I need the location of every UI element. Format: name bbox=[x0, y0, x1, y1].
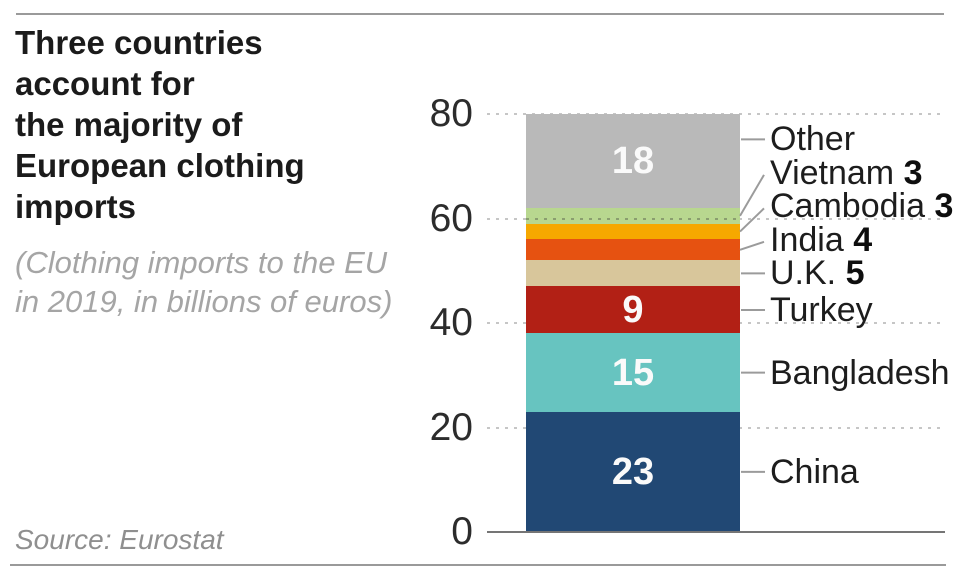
source-credit: Source: Eurostat bbox=[15, 524, 224, 555]
segment-label-name: India bbox=[770, 220, 844, 259]
title-line: European clothing bbox=[15, 147, 305, 184]
title-line: Three countries bbox=[15, 24, 263, 61]
segment-label-india: India 4 bbox=[770, 220, 872, 260]
bar-segment-bangladesh bbox=[526, 333, 740, 412]
segment-label-turkey: Turkey bbox=[770, 290, 873, 330]
segment-label-name: Vietnam bbox=[770, 153, 895, 192]
segment-label-bangladesh: Bangladesh bbox=[770, 353, 950, 393]
bar-segment-other bbox=[526, 114, 740, 209]
bar-segment-cambodia bbox=[526, 223, 740, 240]
segment-label-value: 5 bbox=[845, 254, 865, 293]
chart-title: Three countries account for the majority… bbox=[15, 22, 305, 227]
segment-label-china: China bbox=[770, 452, 859, 492]
bar-segment-china bbox=[526, 411, 740, 532]
segment-label-name: China bbox=[770, 452, 859, 491]
segment-label-value: 3 bbox=[903, 153, 923, 192]
bottom-rule bbox=[10, 564, 946, 566]
y-axis-tick-label: 40 bbox=[429, 301, 473, 344]
segment-label-uk: U.K. 5 bbox=[770, 253, 865, 293]
leader-line-cambodia bbox=[739, 207, 765, 233]
title-line: imports bbox=[15, 188, 137, 225]
leader-line-vietnam bbox=[739, 174, 765, 217]
title-line: account for bbox=[15, 65, 195, 102]
bar-segment-vietnam bbox=[526, 208, 740, 224]
segment-label-value: 4 bbox=[853, 220, 873, 259]
segment-value-turkey: 9 bbox=[622, 288, 644, 331]
segment-label-name: Bangladesh bbox=[770, 353, 950, 392]
y-axis-tick-label: 60 bbox=[429, 196, 473, 240]
subtitle-line: in 2019, in billions of euros) bbox=[15, 284, 393, 319]
segment-label-name: Cambodia bbox=[770, 187, 925, 226]
segment-value-other: 18 bbox=[611, 140, 655, 183]
segment-value-china: 23 bbox=[611, 450, 655, 493]
segment-label-name: Other bbox=[770, 120, 856, 159]
y-axis-tick-label: 80 bbox=[429, 92, 473, 135]
segment-label-value: 3 bbox=[934, 187, 954, 226]
bar-segment-turkey bbox=[526, 286, 740, 334]
chart-subtitle: (Clothing imports to the EU in 2019, in … bbox=[15, 243, 392, 321]
title-line: the majority of bbox=[15, 106, 243, 143]
segment-value-bangladesh: 15 bbox=[611, 351, 655, 394]
bar-segment-uk bbox=[526, 260, 740, 287]
segment-label-name: U.K. bbox=[770, 254, 837, 293]
subtitle-line: (Clothing imports to the EU bbox=[15, 245, 388, 280]
gridline-over-bar bbox=[526, 217, 740, 220]
bar-segment-india bbox=[526, 239, 740, 261]
y-axis-tick-label: 0 bbox=[451, 510, 473, 553]
segment-label-cambodia: Cambodia 3 bbox=[770, 186, 953, 226]
top-rule bbox=[16, 13, 944, 15]
segment-label-other: Other bbox=[770, 119, 855, 159]
segment-label-name: Turkey bbox=[770, 290, 873, 329]
y-axis-tick-label: 20 bbox=[429, 405, 473, 449]
segment-label-vietnam: Vietnam 3 bbox=[770, 153, 923, 193]
leader-line-india bbox=[739, 240, 765, 251]
x-axis-baseline bbox=[487, 531, 945, 533]
